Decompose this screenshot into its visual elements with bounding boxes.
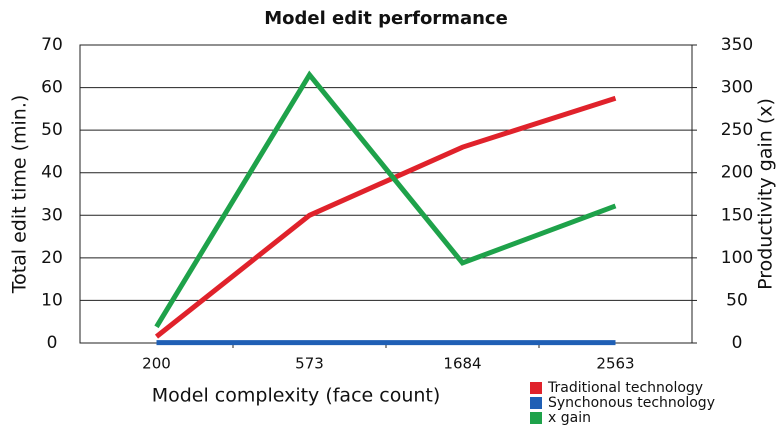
- x-tick-label: 1684: [443, 355, 481, 373]
- y2-tick-label: 200: [721, 163, 753, 183]
- legend-swatch: [530, 397, 542, 409]
- line-series: [154, 70, 617, 329]
- y-axis-title: Total edit time (min.): [9, 95, 31, 295]
- y-tick-label: 10: [41, 290, 63, 310]
- line-series: [154, 95, 617, 339]
- y2-tick-label: 150: [721, 205, 753, 225]
- x-tick-label: 2563: [596, 355, 634, 373]
- y2-tick-label: 350: [721, 35, 753, 55]
- y-tick-label: 20: [41, 248, 63, 268]
- x-tick-label: 573: [295, 355, 324, 373]
- x-tick-label: 200: [142, 355, 171, 373]
- legend-swatch: [530, 382, 542, 394]
- y-tick-label: 60: [41, 78, 63, 98]
- x-axis-title: Model complexity (face count): [152, 385, 441, 407]
- y-tick-label: 70: [41, 35, 63, 55]
- y2-tick-label: 0: [732, 333, 743, 353]
- y2-tick-label: 250: [721, 120, 753, 140]
- y-tick-label: 30: [41, 205, 63, 225]
- y-tick-label: 50: [41, 120, 63, 140]
- y-tick-label: 40: [41, 163, 63, 183]
- y2-axis-title: Productivity gain (x): [755, 98, 777, 290]
- legend-swatch: [530, 412, 542, 424]
- y-tick-label: 0: [47, 333, 58, 353]
- y2-tick-label: 50: [726, 290, 748, 310]
- legend-label: Traditional technology: [547, 380, 703, 396]
- y2-tick-label: 100: [721, 248, 753, 268]
- legend-label: x gain: [548, 410, 591, 426]
- y2-tick-label: 300: [721, 78, 753, 98]
- legend-label: Synchonous technology: [548, 395, 715, 411]
- chart-title: Model edit performance: [264, 8, 508, 29]
